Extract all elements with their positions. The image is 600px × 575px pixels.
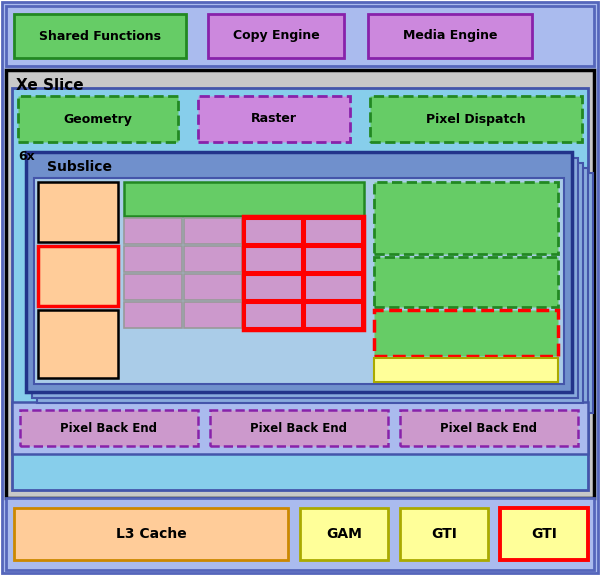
Text: L1
I-Cache: L1 I-Cache <box>55 201 101 223</box>
Text: Load/Store: Load/Store <box>430 363 502 377</box>
Text: Pixel Back End: Pixel Back End <box>251 421 347 435</box>
Text: EU1: EU1 <box>143 254 163 264</box>
Text: GTI: GTI <box>531 527 557 541</box>
FancyBboxPatch shape <box>124 274 182 300</box>
Text: EU9: EU9 <box>263 254 283 264</box>
FancyBboxPatch shape <box>6 498 594 570</box>
Text: EU7: EU7 <box>203 310 223 320</box>
FancyBboxPatch shape <box>32 158 578 398</box>
FancyBboxPatch shape <box>26 152 572 392</box>
FancyBboxPatch shape <box>124 246 182 272</box>
FancyBboxPatch shape <box>20 410 198 446</box>
FancyBboxPatch shape <box>374 257 558 307</box>
FancyBboxPatch shape <box>244 274 302 300</box>
FancyBboxPatch shape <box>400 410 578 446</box>
FancyBboxPatch shape <box>6 70 594 498</box>
Text: EU8: EU8 <box>263 226 283 236</box>
FancyBboxPatch shape <box>184 218 242 244</box>
Text: L1
D-Cache: L1 D-Cache <box>52 265 104 287</box>
Text: Xe Slice: Xe Slice <box>16 78 84 93</box>
FancyBboxPatch shape <box>198 96 350 142</box>
Text: SLM: SLM <box>65 339 91 349</box>
FancyBboxPatch shape <box>14 14 186 58</box>
FancyBboxPatch shape <box>184 274 242 300</box>
FancyBboxPatch shape <box>124 302 182 328</box>
Text: EU5: EU5 <box>203 254 223 264</box>
FancyBboxPatch shape <box>304 274 362 300</box>
FancyBboxPatch shape <box>368 14 532 58</box>
FancyBboxPatch shape <box>184 302 242 328</box>
FancyBboxPatch shape <box>370 96 582 142</box>
Text: Geometry: Geometry <box>64 113 133 125</box>
Text: EU2: EU2 <box>143 282 163 292</box>
FancyBboxPatch shape <box>208 14 344 58</box>
Text: Raster: Raster <box>251 113 297 125</box>
Text: L3 Cache: L3 Cache <box>116 527 187 541</box>
Text: Ray Tracing: Ray Tracing <box>427 327 505 339</box>
FancyBboxPatch shape <box>124 218 182 244</box>
Text: EU12: EU12 <box>319 226 347 236</box>
Text: EU3: EU3 <box>143 310 163 320</box>
Text: 3D-Texture
Sampler: 3D-Texture Sampler <box>430 204 502 232</box>
FancyBboxPatch shape <box>374 310 558 356</box>
FancyBboxPatch shape <box>27 153 573 393</box>
Text: Media Engine: Media Engine <box>403 29 497 43</box>
FancyBboxPatch shape <box>38 182 118 242</box>
Text: EU13: EU13 <box>319 254 347 264</box>
FancyBboxPatch shape <box>12 402 588 454</box>
FancyBboxPatch shape <box>34 178 564 384</box>
Text: Pixel Back End: Pixel Back End <box>61 421 157 435</box>
Text: Copy Engine: Copy Engine <box>233 29 319 43</box>
Text: GTI: GTI <box>431 527 457 541</box>
Text: 6x: 6x <box>18 151 35 163</box>
Text: Thread Dispatch: Thread Dispatch <box>187 193 302 205</box>
FancyBboxPatch shape <box>38 246 118 306</box>
FancyBboxPatch shape <box>6 6 594 66</box>
Text: EU4: EU4 <box>203 226 223 236</box>
Text: Pixel Back End: Pixel Back End <box>440 421 538 435</box>
FancyBboxPatch shape <box>304 218 362 244</box>
Text: GAM: GAM <box>326 527 362 541</box>
Text: EU11: EU11 <box>259 310 287 320</box>
FancyBboxPatch shape <box>42 168 588 408</box>
FancyBboxPatch shape <box>210 410 388 446</box>
FancyBboxPatch shape <box>184 246 242 272</box>
FancyBboxPatch shape <box>14 508 288 560</box>
FancyBboxPatch shape <box>304 302 362 328</box>
FancyBboxPatch shape <box>244 218 302 244</box>
FancyBboxPatch shape <box>500 508 588 560</box>
Text: EU10: EU10 <box>259 282 287 292</box>
Text: EU6: EU6 <box>203 282 223 292</box>
Text: Shared Functions: Shared Functions <box>39 29 161 43</box>
FancyBboxPatch shape <box>244 246 302 272</box>
Text: Subslice: Subslice <box>47 160 113 174</box>
FancyBboxPatch shape <box>374 358 558 382</box>
FancyBboxPatch shape <box>374 182 558 254</box>
FancyBboxPatch shape <box>300 508 388 560</box>
FancyBboxPatch shape <box>38 310 118 378</box>
FancyBboxPatch shape <box>124 182 364 216</box>
Text: EU0: EU0 <box>143 226 163 236</box>
FancyBboxPatch shape <box>18 96 178 142</box>
Text: EU14: EU14 <box>319 282 347 292</box>
FancyBboxPatch shape <box>244 302 302 328</box>
FancyBboxPatch shape <box>400 508 488 560</box>
FancyBboxPatch shape <box>304 246 362 272</box>
Text: EU15: EU15 <box>319 310 347 320</box>
FancyBboxPatch shape <box>37 163 583 403</box>
FancyBboxPatch shape <box>12 88 588 490</box>
Text: Media
Sampler: Media Sampler <box>439 268 493 296</box>
Text: Pixel Dispatch: Pixel Dispatch <box>426 113 526 125</box>
FancyBboxPatch shape <box>47 173 593 413</box>
